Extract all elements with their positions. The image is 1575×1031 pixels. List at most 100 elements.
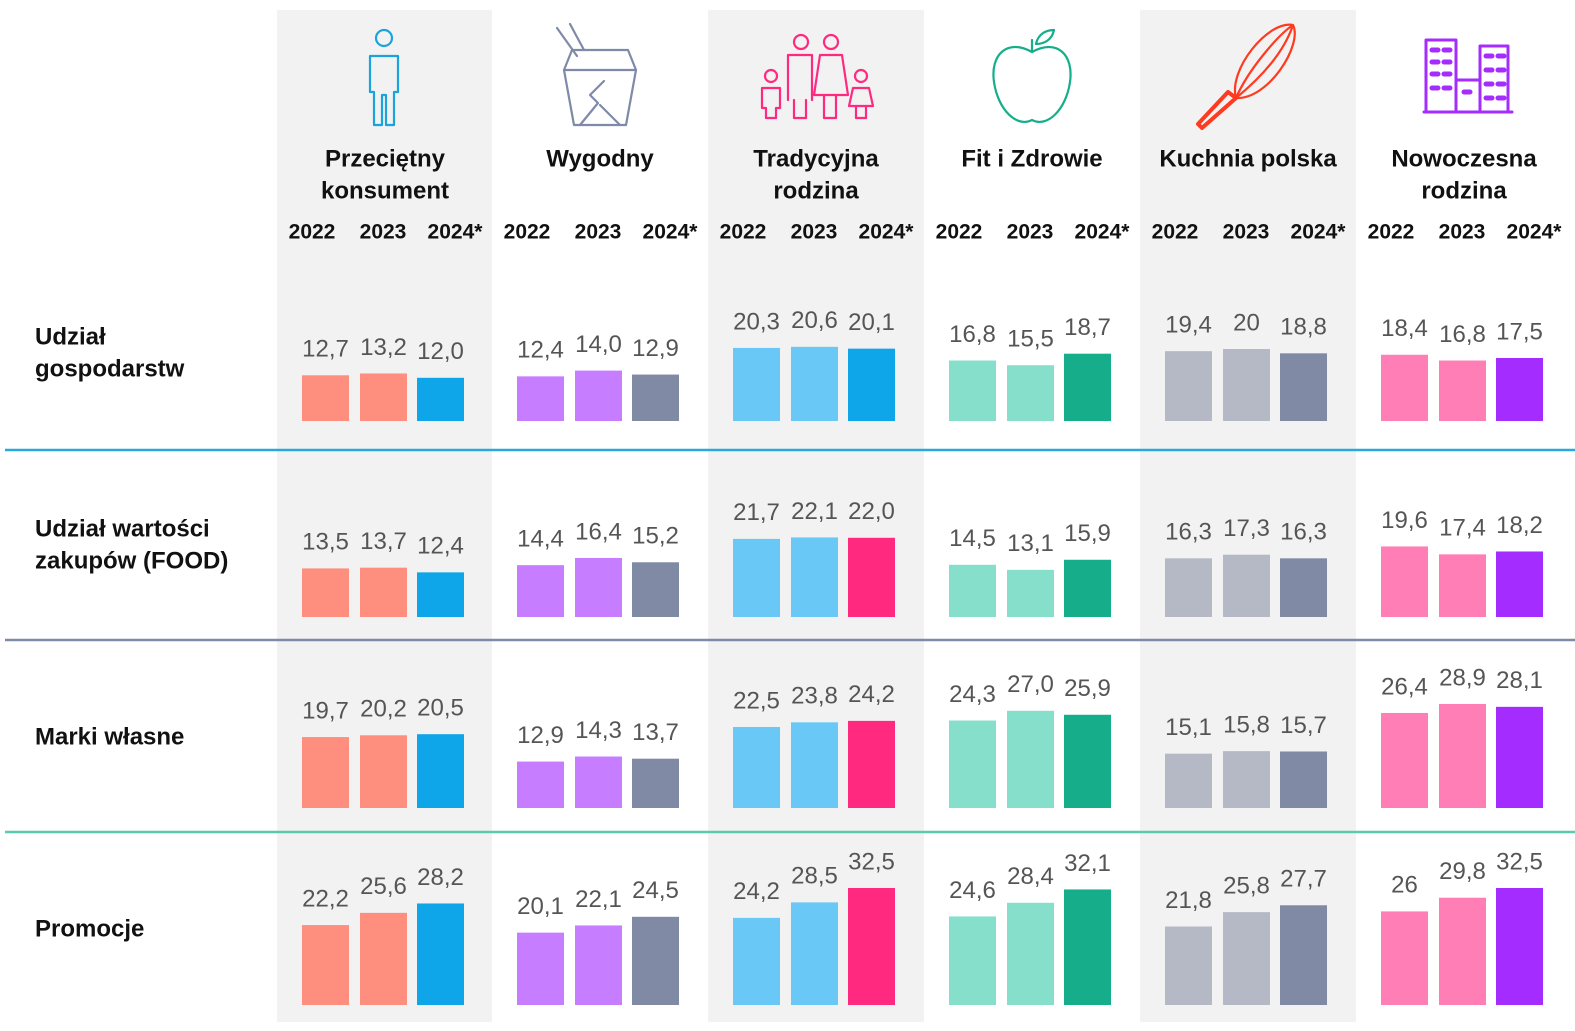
- bar: [517, 376, 564, 421]
- value-label: 17,3: [1223, 515, 1270, 542]
- bar: [1223, 349, 1270, 421]
- bar: [1165, 753, 1212, 808]
- value-label: 19,4: [1165, 312, 1212, 339]
- value-label: 28,9: [1439, 664, 1486, 691]
- row-label: Promocje: [35, 915, 144, 942]
- value-label: 27,7: [1280, 866, 1327, 893]
- value-label: 23,8: [791, 683, 838, 710]
- bar: [733, 917, 780, 1005]
- bar: [360, 912, 407, 1005]
- bar: [575, 756, 622, 808]
- bar: [733, 538, 780, 617]
- bar: [1496, 551, 1543, 617]
- bar: [417, 903, 464, 1005]
- bar: [360, 567, 407, 617]
- value-label: 26: [1391, 872, 1418, 899]
- bar: [733, 727, 780, 808]
- year-label: 2022: [936, 221, 983, 244]
- column-title: rodzina: [773, 177, 859, 204]
- icon-family: [760, 33, 875, 120]
- value-label: 15,8: [1223, 711, 1270, 738]
- value-label: 28,2: [417, 864, 464, 891]
- value-label: 12,9: [517, 722, 564, 749]
- bar: [1280, 751, 1327, 808]
- value-label: 12,0: [417, 338, 464, 365]
- bar: [575, 925, 622, 1005]
- row-label: gospodarstw: [35, 355, 185, 382]
- bar: [949, 916, 996, 1005]
- value-label: 28,4: [1007, 863, 1054, 890]
- column-background: [277, 10, 492, 1022]
- value-label: 13,2: [360, 334, 407, 361]
- bar: [575, 370, 622, 421]
- value-label: 19,6: [1381, 507, 1428, 534]
- value-label: 12,7: [302, 336, 349, 363]
- bar: [1439, 703, 1486, 808]
- column-backgrounds: [277, 10, 1356, 1022]
- year-label: 2023: [1007, 221, 1054, 244]
- year-label: 2023: [1223, 221, 1270, 244]
- column-background: [708, 10, 924, 1022]
- value-label: 13,1: [1007, 530, 1054, 557]
- bar: [791, 722, 838, 808]
- bar: [848, 537, 895, 617]
- column-background: [1140, 10, 1356, 1022]
- bar: [1280, 558, 1327, 617]
- value-label: 24,6: [949, 877, 996, 904]
- value-label: 16,8: [949, 321, 996, 348]
- bar: [949, 360, 996, 421]
- bar: [1381, 546, 1428, 617]
- bar: [1223, 751, 1270, 808]
- bar: [1223, 912, 1270, 1005]
- value-label: 18,2: [1496, 512, 1543, 539]
- column-title: Przeciętny: [325, 145, 446, 172]
- value-label: 14,5: [949, 525, 996, 552]
- bar: [417, 377, 464, 421]
- value-label: 20,6: [791, 307, 838, 334]
- value-label: 32,5: [1496, 848, 1543, 875]
- bar: [632, 374, 679, 421]
- icon-person: [368, 28, 400, 127]
- value-label: 26,4: [1381, 673, 1428, 700]
- bar: [1165, 558, 1212, 617]
- value-label: 25,9: [1064, 675, 1111, 702]
- value-label: 22,1: [575, 886, 622, 913]
- year-label: 2024*: [428, 221, 484, 244]
- bar: [791, 346, 838, 421]
- value-label: 20,3: [733, 308, 780, 335]
- bar: [417, 734, 464, 808]
- column-title: rodzina: [1421, 177, 1507, 204]
- bar: [302, 737, 349, 808]
- bar: [791, 902, 838, 1005]
- value-label: 20,2: [360, 696, 407, 723]
- value-label: 17,5: [1496, 318, 1543, 345]
- value-label: 15,9: [1064, 520, 1111, 547]
- bar: [360, 373, 407, 421]
- bar: [848, 348, 895, 421]
- value-label: 13,7: [360, 528, 407, 555]
- bar: [1439, 554, 1486, 617]
- value-label: 24,2: [733, 878, 780, 905]
- value-label: 27,0: [1007, 671, 1054, 698]
- bar: [1064, 889, 1111, 1005]
- value-label: 16,3: [1280, 519, 1327, 546]
- value-label: 20,5: [417, 695, 464, 722]
- bar: [1064, 714, 1111, 808]
- bar: [302, 375, 349, 421]
- icon-whisk: [1196, 23, 1296, 130]
- value-label: 22,1: [791, 498, 838, 525]
- bar: [632, 562, 679, 617]
- bar: [1223, 554, 1270, 617]
- value-label: 14,3: [575, 717, 622, 744]
- bar: [302, 568, 349, 617]
- year-label: 2023: [575, 221, 622, 244]
- bar: [1496, 358, 1543, 421]
- value-label: 12,9: [632, 335, 679, 362]
- bar: [1007, 710, 1054, 808]
- value-label: 22,5: [733, 687, 780, 714]
- bar: [1439, 360, 1486, 421]
- value-label: 29,8: [1439, 858, 1486, 885]
- bar: [1381, 911, 1428, 1005]
- bar: [1165, 351, 1212, 421]
